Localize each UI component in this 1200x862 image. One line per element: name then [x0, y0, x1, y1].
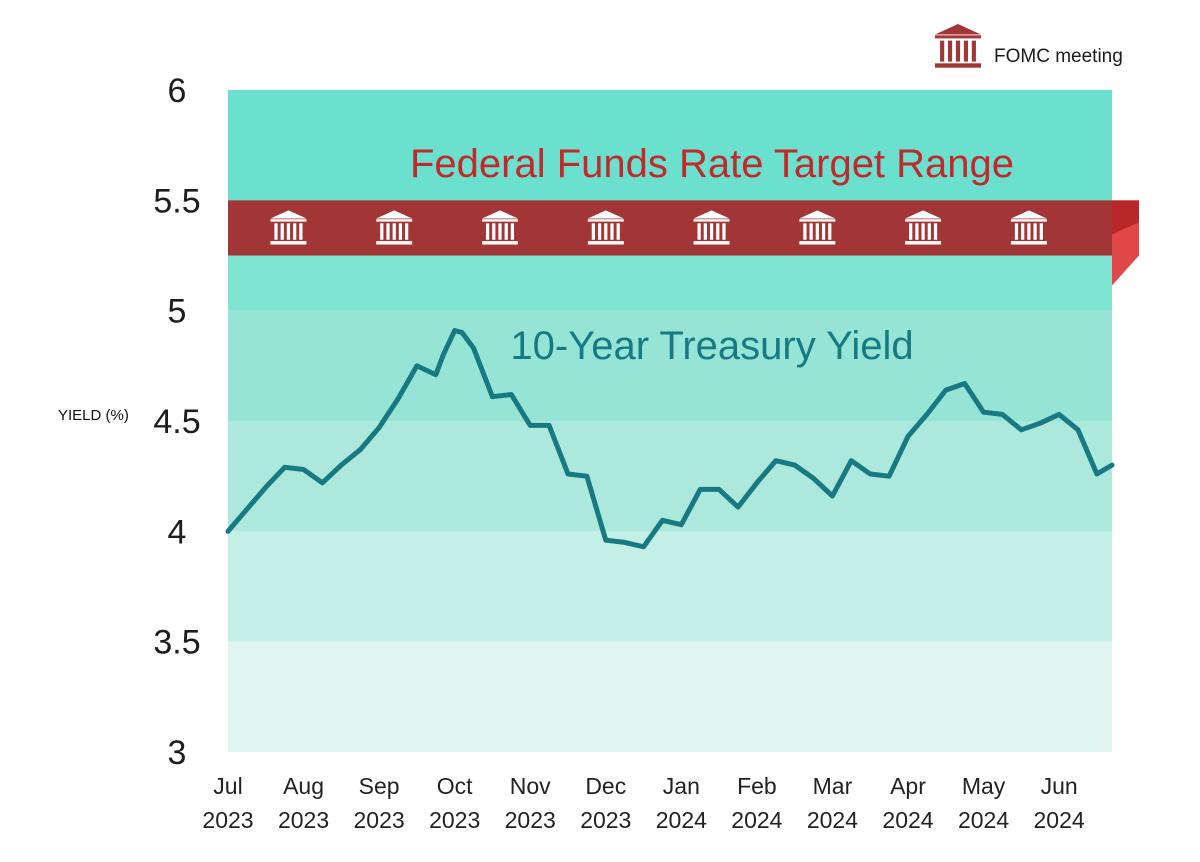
x-tick-year: 2023 [202, 807, 253, 833]
x-tick-year: 2024 [882, 807, 933, 833]
ribbon-fold-shade [1112, 200, 1139, 235]
background-bands [228, 90, 1112, 752]
yield-band-6 [228, 90, 1112, 201]
y-tick-label: 4 [168, 513, 187, 551]
y-axis-label: YIELD (%) [58, 407, 129, 424]
yield-band-2 [228, 531, 1112, 642]
x-tick-year: 2024 [807, 807, 858, 833]
x-tick-month: Dec [585, 773, 626, 799]
y-tick-label: 3.5 [153, 624, 200, 662]
series-label: 10-Year Treasury Yield [510, 324, 913, 368]
band-label: Federal Funds Rate Target Range [410, 142, 1014, 186]
x-tick-month: Oct [437, 773, 473, 799]
legend-label: FOMC meeting [994, 46, 1123, 67]
fomc-meeting-icon-2 [376, 210, 413, 245]
yield-band-1 [228, 641, 1112, 752]
x-tick-year: 2023 [580, 807, 631, 833]
x-tick-year: 2023 [505, 807, 556, 833]
x-tick-month: Nov [510, 773, 551, 799]
fomc-meeting-icon-4 [587, 210, 624, 245]
x-tick-month: Jan [663, 773, 700, 799]
line-layer [225, 328, 1115, 550]
fed-funds-range-bar [228, 200, 1112, 256]
x-tick-year: 2024 [1034, 807, 1085, 833]
fomc-meeting-icon-5 [693, 210, 730, 245]
y-tick-label: 5.5 [153, 182, 200, 220]
yield-band-4 [228, 310, 1112, 421]
y-tick-label: 5 [168, 293, 187, 331]
fomc-meeting-icon-3 [482, 210, 518, 245]
x-tick-month: Sep [359, 773, 400, 799]
fomc-meeting-icon-7 [905, 210, 942, 245]
fomc-meeting-icon-6 [799, 210, 836, 245]
y-axis-ticks: 3 3.5 4 4.5 5 5.5 6 [153, 72, 200, 772]
x-tick-month: Apr [890, 773, 926, 799]
x-tick-month: Aug [283, 773, 324, 799]
building-icon [935, 24, 981, 68]
y-tick-label: 6 [168, 72, 187, 110]
treasury-yield-line [225, 328, 1115, 550]
x-tick-month: Jul [213, 773, 242, 799]
x-tick-year: 2024 [958, 807, 1009, 833]
x-tick-year: 2023 [354, 807, 405, 833]
y-tick-label: 3 [168, 734, 187, 772]
fed-funds-band [228, 200, 1139, 286]
yield-band-3 [228, 421, 1112, 532]
x-axis-ticks: Jul 2023 Aug 2023 Sep 2023 Oct 2023 Nov 2023 Dec 20… [202, 773, 1084, 833]
x-tick-year: 2024 [656, 807, 707, 833]
legend-building-icon [935, 24, 981, 68]
x-tick-month: Mar [813, 773, 853, 799]
x-tick-year: 2023 [429, 807, 480, 833]
x-tick-year: 2024 [731, 807, 782, 833]
x-tick-year: 2023 [278, 807, 329, 833]
y-tick-label: 4.5 [153, 403, 200, 441]
fomc-meeting-icon-1 [270, 210, 307, 245]
x-tick-month: Feb [737, 773, 777, 799]
x-tick-month: Jun [1041, 773, 1078, 799]
fomc-meeting-icon-8 [1010, 210, 1047, 245]
legend: FOMC meeting [935, 24, 1123, 68]
fomc-meeting-icons [270, 210, 1047, 245]
x-tick-month: May [962, 773, 1006, 799]
